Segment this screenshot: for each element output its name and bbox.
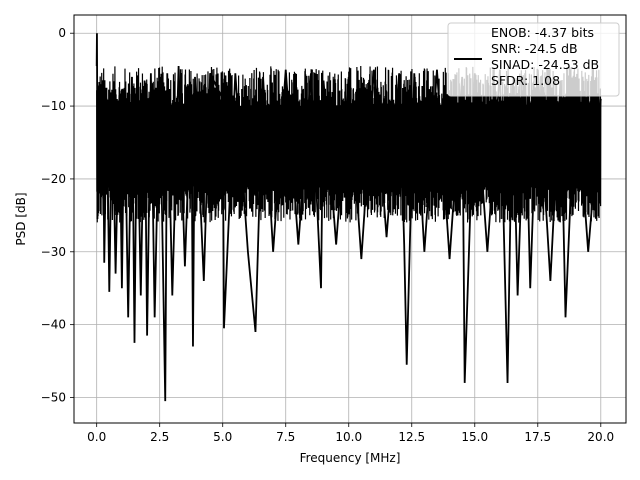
x-tick-label: 2.5 [150, 430, 169, 444]
psd-series-line [95, 33, 602, 402]
x-tick-label: 12.5 [398, 430, 425, 444]
x-tick-label: 0.0 [87, 430, 106, 444]
y-tick-label: −10 [41, 99, 66, 113]
legend-box [447, 22, 620, 97]
y-tick-label: −30 [41, 245, 66, 259]
ticks: 0.0 2.5 5.0 7.5 10.0 12.5 15.0 17.5 20.0 0 −10 −20 −… [41, 26, 614, 444]
x-tick-label: 7.5 [276, 430, 295, 444]
x-tick-label: 5.0 [213, 430, 232, 444]
psd-dense-band [96, 113, 601, 187]
legend-line-snr: SNR: -24.5 dB [491, 41, 578, 56]
y-tick-label: −40 [41, 318, 66, 332]
legend-line-enob: ENOB: -4.37 bits [491, 25, 594, 40]
legend-line-sinad: SINAD: -24.53 dB [491, 57, 599, 72]
x-tick-label: 15.0 [461, 430, 488, 444]
y-axis-label: PSD [dB] [14, 192, 28, 245]
x-tick-label: 10.0 [335, 430, 362, 444]
x-tick-label: 17.5 [524, 430, 551, 444]
legend-line-sfdr: SFDR: 1.08 [491, 73, 560, 88]
x-axis-label: Frequency [MHz] [300, 451, 401, 465]
data-layer [95, 33, 602, 402]
legend: ENOB: -4.37 bits SNR: -24.5 dB SINAD: -2… [447, 22, 620, 97]
y-tick-label: 0 [58, 26, 66, 40]
y-tick-label: −50 [41, 391, 66, 405]
y-tick-label: −20 [41, 172, 66, 186]
x-tick-label: 20.0 [587, 430, 614, 444]
plot-frame [73, 14, 627, 424]
